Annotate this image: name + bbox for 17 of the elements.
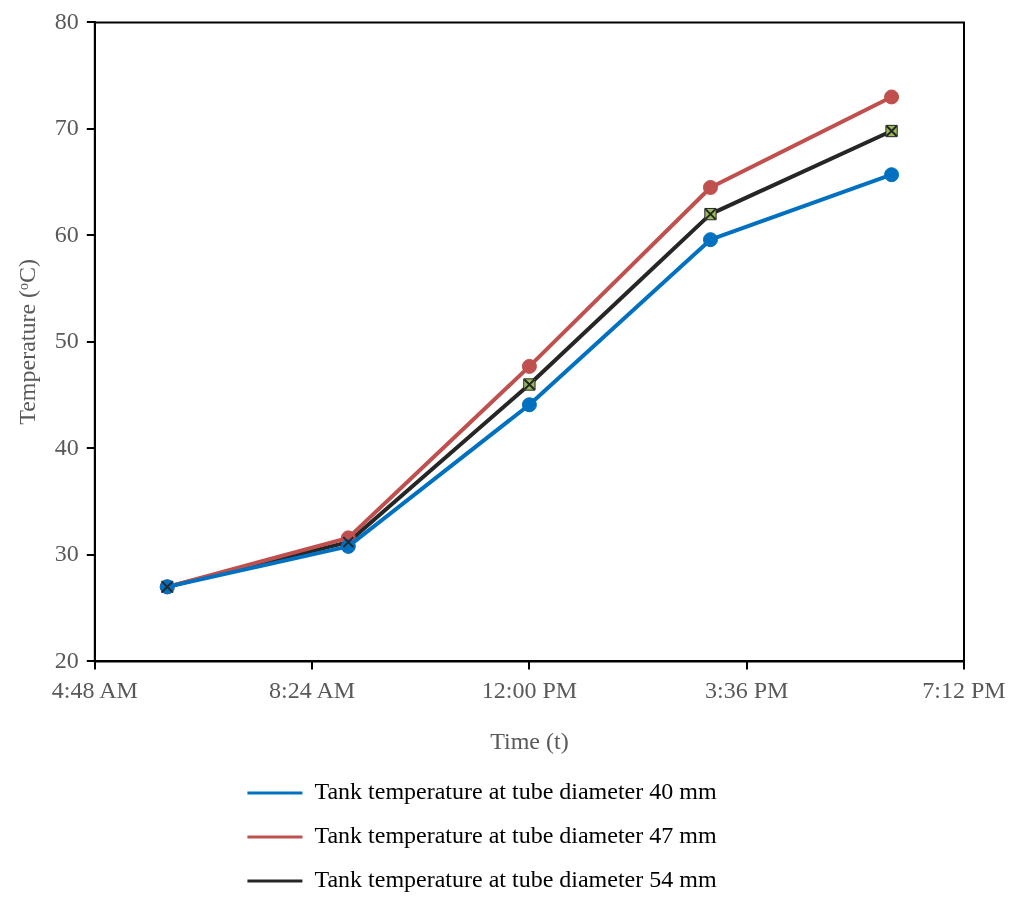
x-tick-label: 12:00 PM: [481, 677, 578, 704]
y-tick-label: 50: [54, 327, 79, 354]
legend-label: Tank temperature at tube diameter 54 mm: [314, 866, 717, 893]
x-tick-label: 7:12 PM: [922, 677, 1006, 704]
x-axis-title: Time (t): [490, 727, 569, 754]
y-tick-label: 30: [54, 540, 79, 567]
x-tick-label: 8:24 AM: [269, 677, 356, 704]
legend-label: Tank temperature at tube diameter 40 mm: [314, 778, 717, 805]
y-tick-label: 20: [54, 646, 79, 673]
y-tick-label: 70: [54, 114, 79, 141]
x-tick-label: 4:48 AM: [51, 677, 138, 704]
y-tick-label: 40: [54, 433, 79, 460]
y-axis-title: Temperature (ᵒC): [13, 258, 40, 425]
legend-label: Tank temperature at tube diameter 47 mm: [314, 822, 717, 849]
y-tick-label: 80: [54, 7, 79, 34]
y-tick-label: 60: [54, 220, 79, 247]
x-tick-label: 3:36 PM: [705, 677, 789, 704]
